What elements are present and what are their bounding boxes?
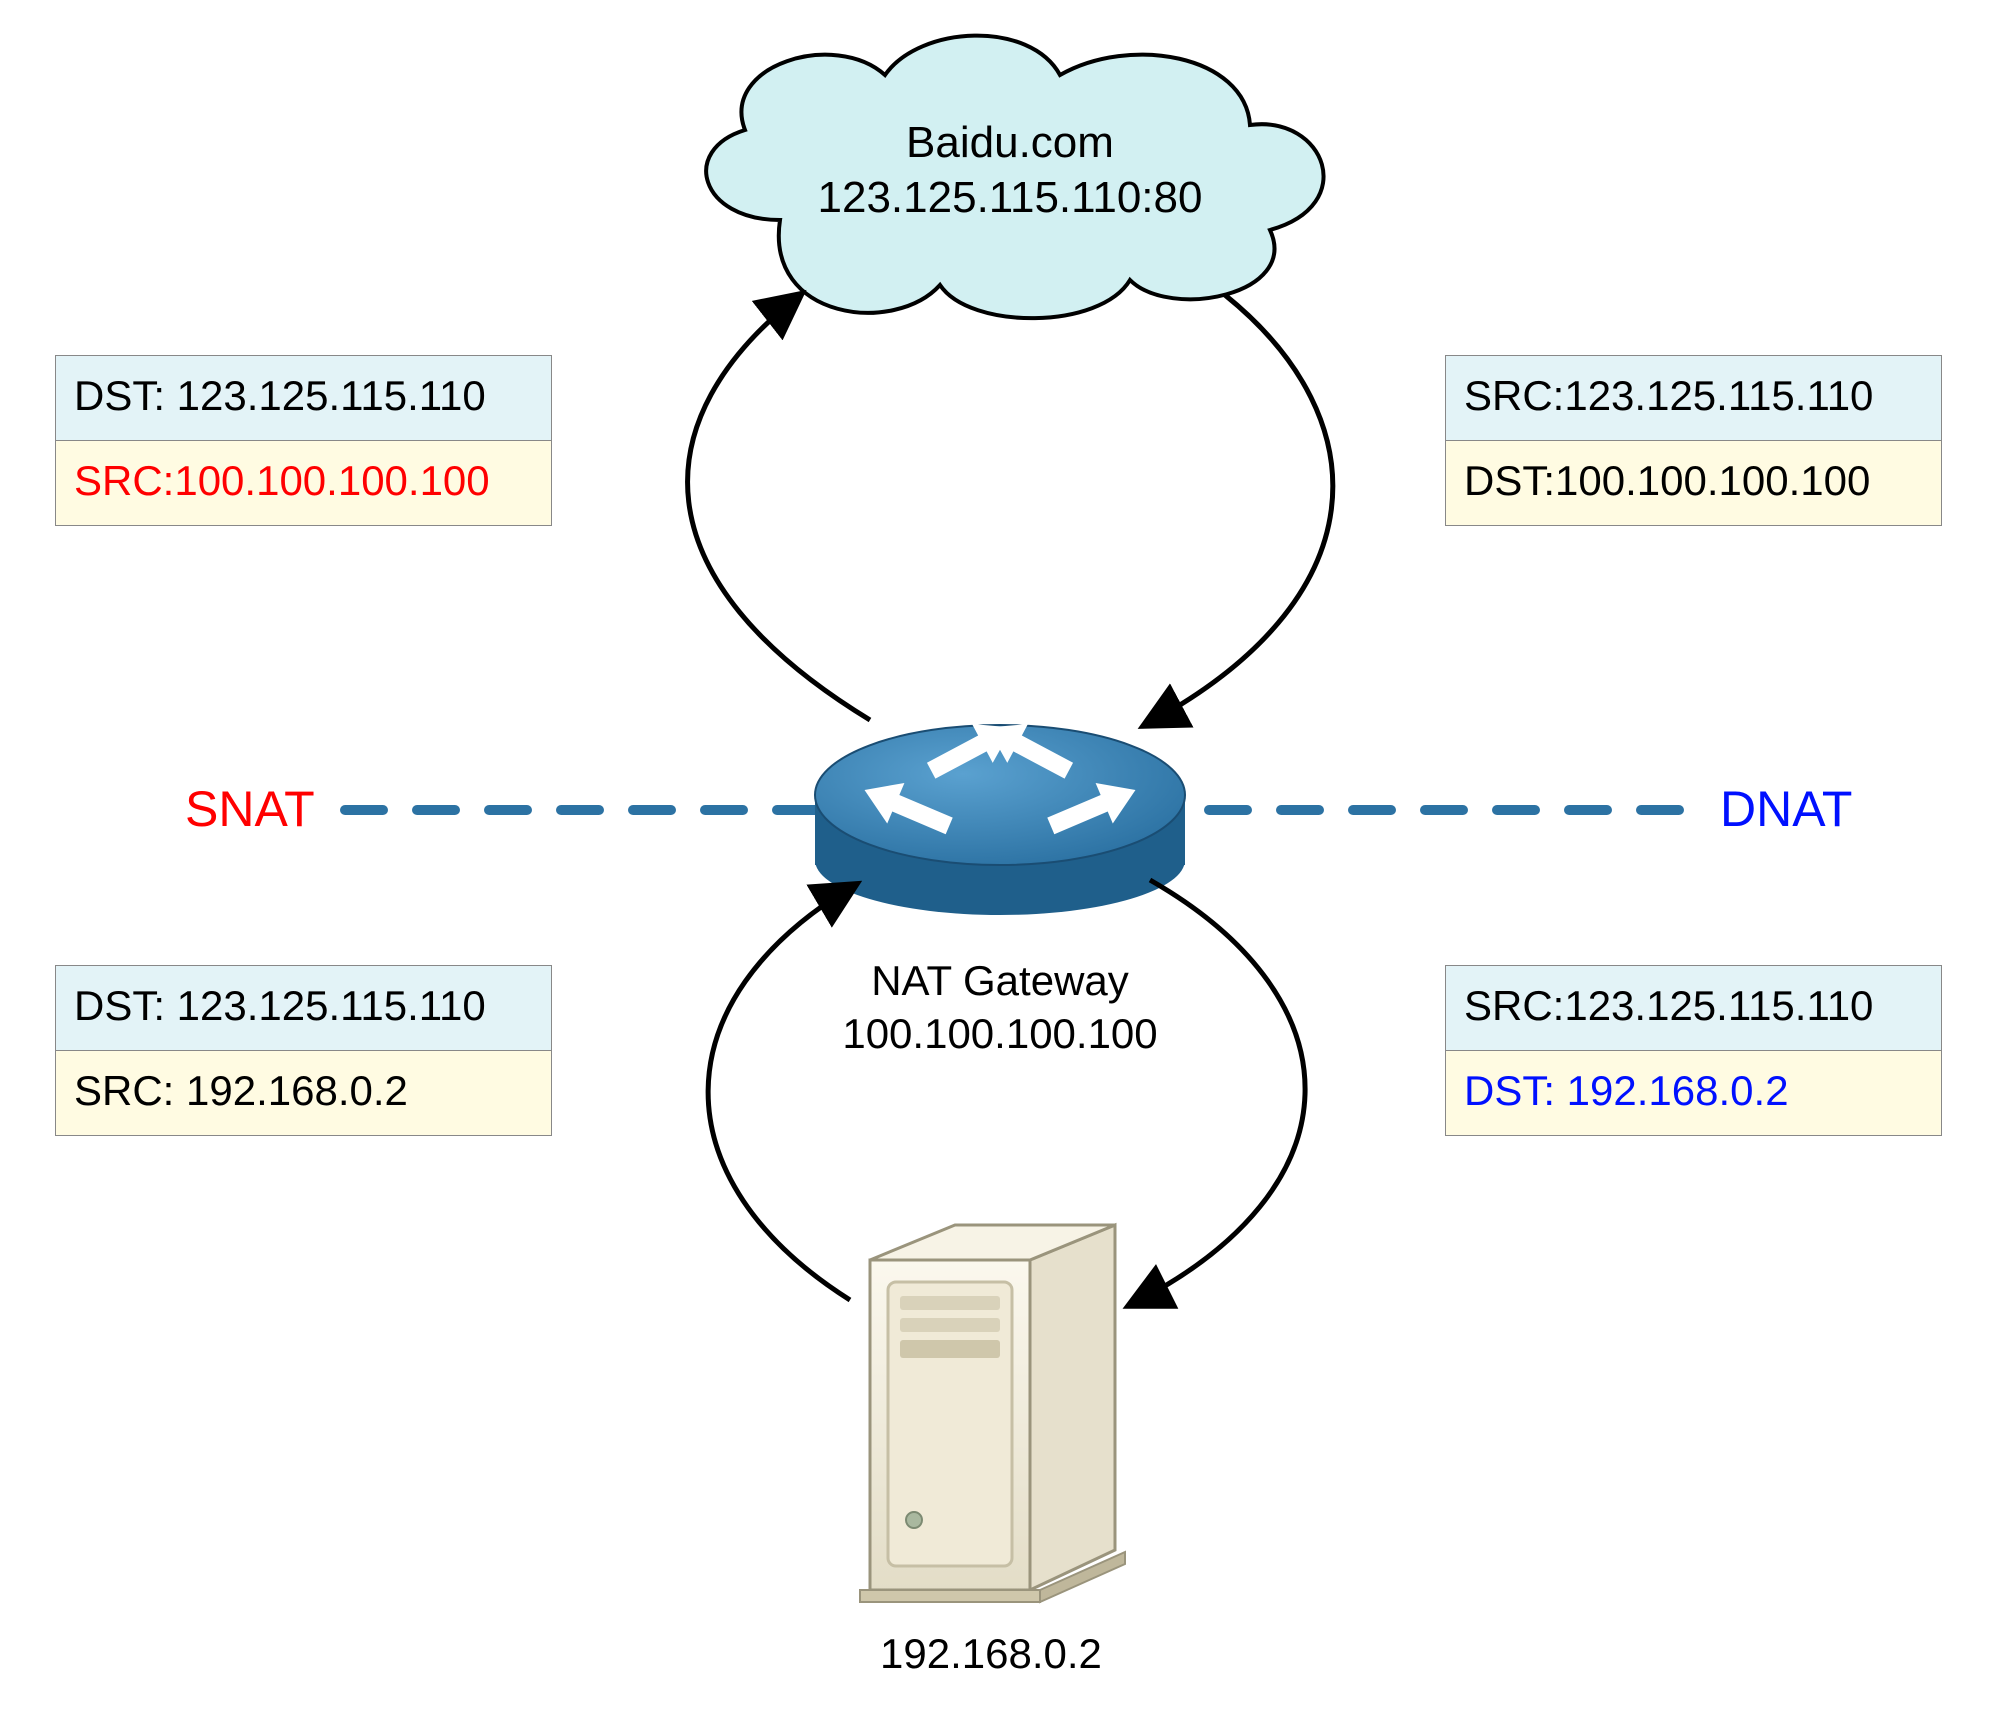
packet-top-left-row0: DST: 123.125.115.110 [56, 356, 551, 441]
server-icon [860, 1225, 1125, 1602]
edge-router-cloud-left [688, 295, 870, 720]
packet-top-right-row1: DST:100.100.100.100 [1446, 441, 1941, 525]
diagram-svg [0, 0, 2000, 1713]
packet-bottom-right: SRC:123.125.115.110 DST: 192.168.0.2 [1445, 965, 1942, 1136]
dnat-label: DNAT [1720, 780, 1852, 838]
router-label: NAT Gateway 100.100.100.100 [750, 955, 1250, 1060]
router-icon [815, 708, 1185, 915]
packet-bottom-right-row0: SRC:123.125.115.110 [1446, 966, 1941, 1051]
packet-bottom-right-row1: DST: 192.168.0.2 [1446, 1051, 1941, 1135]
cloud-address: 123.125.115.110:80 [660, 170, 1360, 225]
packet-bottom-left: DST: 123.125.115.110 SRC: 192.168.0.2 [55, 965, 552, 1136]
edge-cloud-router-right [1145, 295, 1333, 725]
server-label: 192.168.0.2 [880, 1630, 1102, 1678]
packet-top-left-row1: SRC:100.100.100.100 [56, 441, 551, 525]
router-title: NAT Gateway [750, 955, 1250, 1008]
packet-top-right: SRC:123.125.115.110 DST:100.100.100.100 [1445, 355, 1942, 526]
diagram-stage: Baidu.com 123.125.115.110:80 DST: 123.12… [0, 0, 2000, 1713]
packet-top-left: DST: 123.125.115.110 SRC:100.100.100.100 [55, 355, 552, 526]
packet-bottom-left-row1: SRC: 192.168.0.2 [56, 1051, 551, 1135]
snat-label: SNAT [185, 780, 315, 838]
packet-bottom-left-row0: DST: 123.125.115.110 [56, 966, 551, 1051]
packet-top-right-row0: SRC:123.125.115.110 [1446, 356, 1941, 441]
edge-server-router-left [708, 885, 855, 1300]
cloud-title: Baidu.com [660, 115, 1360, 170]
edge-router-server-right [1130, 880, 1305, 1305]
cloud-label: Baidu.com 123.125.115.110:80 [660, 115, 1360, 225]
router-address: 100.100.100.100 [750, 1008, 1250, 1061]
